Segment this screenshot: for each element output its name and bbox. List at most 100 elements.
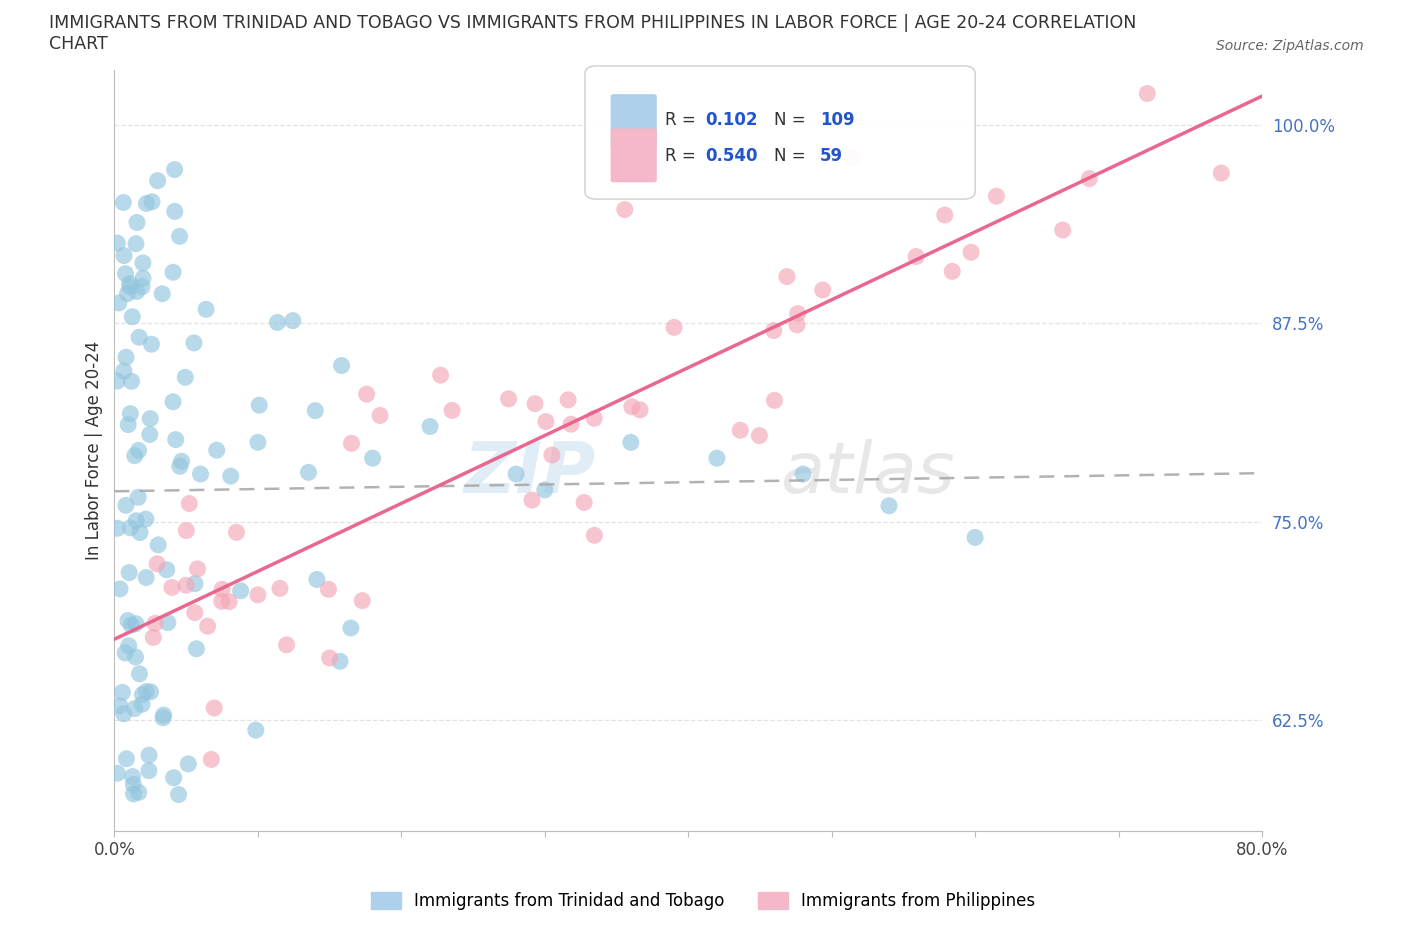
- Point: [197, 618, 219, 633]
- Point: [156, 616, 179, 631]
- Point: [138, 748, 160, 763]
- Point: [934, 207, 956, 222]
- Point: [186, 642, 208, 657]
- Point: [184, 577, 207, 591]
- Point: [762, 323, 785, 338]
- Point: [211, 594, 233, 609]
- Point: [170, 454, 193, 469]
- Point: [135, 684, 157, 699]
- FancyBboxPatch shape: [612, 129, 657, 181]
- Point: [190, 467, 212, 482]
- Point: [169, 229, 191, 244]
- Point: [960, 245, 983, 259]
- Point: [120, 406, 142, 421]
- Point: [748, 428, 770, 443]
- Point: [108, 296, 131, 311]
- Point: [152, 708, 174, 723]
- Point: [138, 764, 160, 778]
- Text: 0.102: 0.102: [706, 111, 758, 129]
- Text: N =: N =: [775, 111, 811, 129]
- Point: [763, 392, 786, 407]
- Point: [105, 374, 128, 389]
- Point: [117, 638, 139, 653]
- Point: [329, 654, 352, 669]
- Text: 0.540: 0.540: [706, 148, 758, 166]
- Text: R =: R =: [665, 111, 702, 129]
- Point: [143, 616, 166, 631]
- Point: [117, 613, 139, 628]
- Point: [111, 684, 134, 699]
- Point: [533, 483, 555, 498]
- Point: [165, 432, 187, 447]
- Point: [965, 530, 987, 545]
- Point: [131, 697, 153, 711]
- Point: [205, 443, 228, 458]
- Point: [117, 286, 139, 301]
- Point: [122, 787, 145, 802]
- FancyBboxPatch shape: [612, 95, 657, 147]
- Point: [132, 271, 155, 286]
- Point: [183, 336, 205, 351]
- Point: [169, 458, 191, 473]
- Point: [792, 467, 814, 482]
- Point: [304, 404, 326, 418]
- Point: [105, 521, 128, 536]
- Point: [112, 364, 135, 379]
- Point: [146, 556, 169, 571]
- Legend: Immigrants from Trinidad and Tobago, Immigrants from Philippines: Immigrants from Trinidad and Tobago, Imm…: [364, 885, 1042, 917]
- Point: [163, 770, 186, 785]
- Point: [905, 249, 928, 264]
- Point: [520, 493, 543, 508]
- Point: [112, 195, 135, 210]
- Text: IMMIGRANTS FROM TRINIDAD AND TOBAGO VS IMMIGRANTS FROM PHILIPPINES IN LABOR FORC: IMMIGRANTS FROM TRINIDAD AND TOBAGO VS I…: [49, 14, 1136, 32]
- Text: N =: N =: [775, 148, 811, 166]
- Point: [786, 317, 808, 332]
- Point: [706, 451, 728, 466]
- Point: [620, 399, 643, 414]
- Point: [156, 563, 179, 578]
- Point: [131, 279, 153, 294]
- Point: [125, 236, 148, 251]
- Point: [297, 465, 319, 480]
- Text: 59: 59: [820, 148, 844, 166]
- Point: [141, 337, 163, 352]
- Point: [129, 525, 152, 540]
- Point: [266, 315, 288, 330]
- Point: [112, 706, 135, 721]
- Point: [557, 392, 579, 407]
- Point: [441, 403, 464, 418]
- Point: [246, 588, 269, 603]
- Point: [118, 276, 141, 291]
- Point: [125, 513, 148, 528]
- Point: [186, 562, 208, 577]
- Point: [352, 593, 374, 608]
- Point: [986, 189, 1008, 204]
- Point: [218, 594, 240, 609]
- Point: [128, 785, 150, 800]
- Point: [162, 394, 184, 409]
- Point: [135, 512, 157, 526]
- Point: [179, 496, 201, 511]
- Point: [160, 580, 183, 595]
- Point: [115, 751, 138, 766]
- Point: [361, 451, 384, 466]
- Point: [662, 320, 685, 335]
- Point: [541, 447, 564, 462]
- Point: [560, 417, 582, 432]
- Point: [117, 418, 139, 432]
- Point: [131, 687, 153, 702]
- Point: [148, 538, 170, 552]
- Point: [276, 637, 298, 652]
- Point: [177, 756, 200, 771]
- Point: [728, 423, 751, 438]
- Point: [108, 698, 131, 713]
- Point: [121, 374, 143, 389]
- Text: ZIP: ZIP: [464, 439, 596, 508]
- Point: [120, 521, 142, 536]
- Point: [135, 570, 157, 585]
- Point: [247, 398, 270, 413]
- Point: [163, 162, 186, 177]
- Point: [281, 313, 304, 328]
- Point: [1136, 86, 1159, 101]
- Point: [139, 411, 162, 426]
